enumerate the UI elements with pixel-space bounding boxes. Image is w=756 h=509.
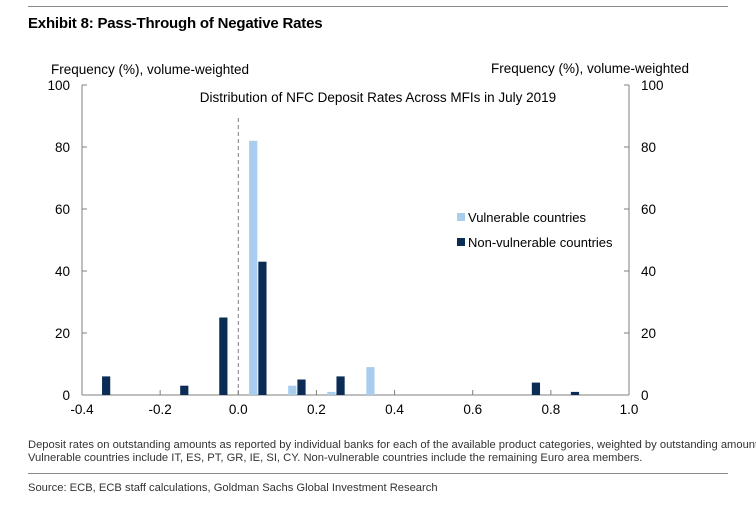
bar-non-vulnerable — [570, 391, 580, 395]
y-tick-label-right: 20 — [641, 326, 656, 341]
x-tick-label: -0.4 — [70, 402, 94, 417]
y-axis-label-left: Frequency (%), volume-weighted — [51, 62, 249, 77]
legend: Vulnerable countries Non-vulnerable coun… — [457, 210, 613, 250]
x-tick-label: 0.4 — [385, 402, 404, 417]
exhibit-title: Exhibit 8: Pass-Through of Negative Rate… — [28, 15, 323, 32]
y-tick-label-right: 100 — [641, 78, 664, 93]
bar-non-vulnerable — [102, 376, 111, 395]
legend-label-vulnerable: Vulnerable countries — [468, 210, 587, 225]
x-tick-label: -0.2 — [149, 402, 172, 417]
y-tick-label-right: 80 — [641, 140, 656, 155]
bar-non-vulnerable — [258, 261, 267, 395]
chart: Distribution of NFC Deposit Rates Across… — [47, 61, 689, 417]
y-tick-label-right: 0 — [641, 388, 649, 403]
y-tick-label-left: 80 — [55, 140, 70, 155]
source-line: Source: ECB, ECB staff calculations, Gol… — [28, 482, 438, 494]
bar-non-vulnerable — [531, 382, 541, 395]
bar-non-vulnerable — [297, 379, 306, 395]
y-axis-label-right: Frequency (%), volume-weighted — [491, 61, 689, 76]
legend-label-non-vulnerable: Non-vulnerable countries — [468, 235, 613, 250]
x-tick-label: 0.0 — [229, 402, 248, 417]
x-tick-label: 0.8 — [541, 402, 560, 417]
bar-non-vulnerable — [180, 385, 189, 395]
legend-swatch-vulnerable — [457, 213, 465, 221]
y-tick-label-left: 0 — [62, 388, 70, 403]
y-tick-label-right: 60 — [641, 202, 656, 217]
note-line-1: Deposit rates on outstanding amounts as … — [28, 439, 756, 451]
y-tick-label-left: 20 — [55, 326, 70, 341]
bar-non-vulnerable — [219, 317, 228, 395]
y-tick-label-right: 40 — [641, 264, 656, 279]
top-rule — [28, 6, 728, 7]
y-tick-label-left: 40 — [55, 264, 70, 279]
x-tick-label: 0.6 — [463, 402, 482, 417]
bar-vulnerable — [288, 385, 297, 395]
bar-vulnerable — [249, 140, 258, 395]
bar-non-vulnerable — [336, 376, 345, 395]
x-tick-label: 0.2 — [307, 402, 326, 417]
note-line-2: Vulnerable countries include IT, ES, PT,… — [28, 452, 643, 464]
bar-vulnerable — [327, 391, 336, 395]
y-tick-label-left: 100 — [47, 78, 70, 93]
bar-vulnerable — [366, 367, 375, 395]
y-tick-label-left: 60 — [55, 202, 70, 217]
chart-title: Distribution of NFC Deposit Rates Across… — [200, 90, 556, 105]
chart-notes: Deposit rates on outstanding amounts as … — [28, 439, 756, 465]
bottom-rule — [28, 473, 728, 474]
x-tick-label: 1.0 — [620, 402, 639, 417]
legend-swatch-non-vulnerable — [457, 238, 465, 246]
